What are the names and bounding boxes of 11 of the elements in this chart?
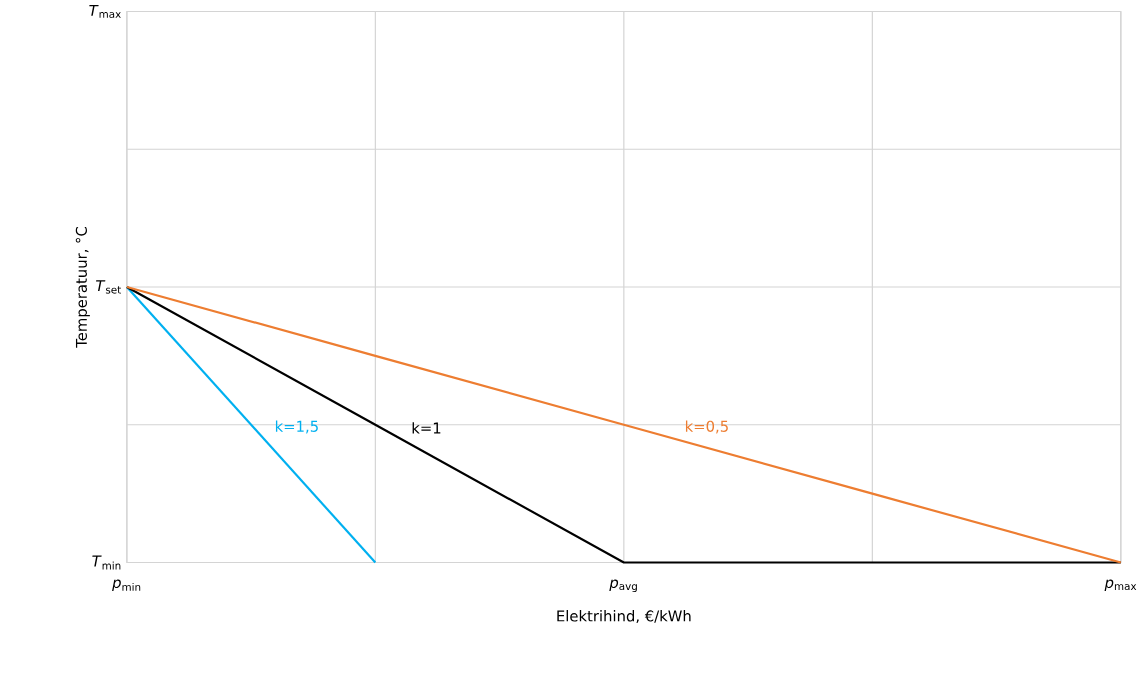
text: T$_{min}$ xyxy=(92,555,121,570)
text: T$_{max}$ xyxy=(89,4,121,18)
x-axis-title: Elektrihind, €/kWh xyxy=(557,609,691,623)
y-axis-title: Temperatuur, °C xyxy=(75,226,90,348)
x-tick-label: p$_{max}$ xyxy=(1104,579,1137,591)
x-tick-label: p$_{min}$ xyxy=(112,579,141,591)
series-label: k=1,5 xyxy=(275,420,318,434)
x-tick-label: p$_{avg}$ xyxy=(609,579,637,592)
series-label: k=1 xyxy=(412,421,441,434)
text: T$_{set}$ xyxy=(96,280,121,294)
series-label: k=0,5 xyxy=(685,420,728,434)
